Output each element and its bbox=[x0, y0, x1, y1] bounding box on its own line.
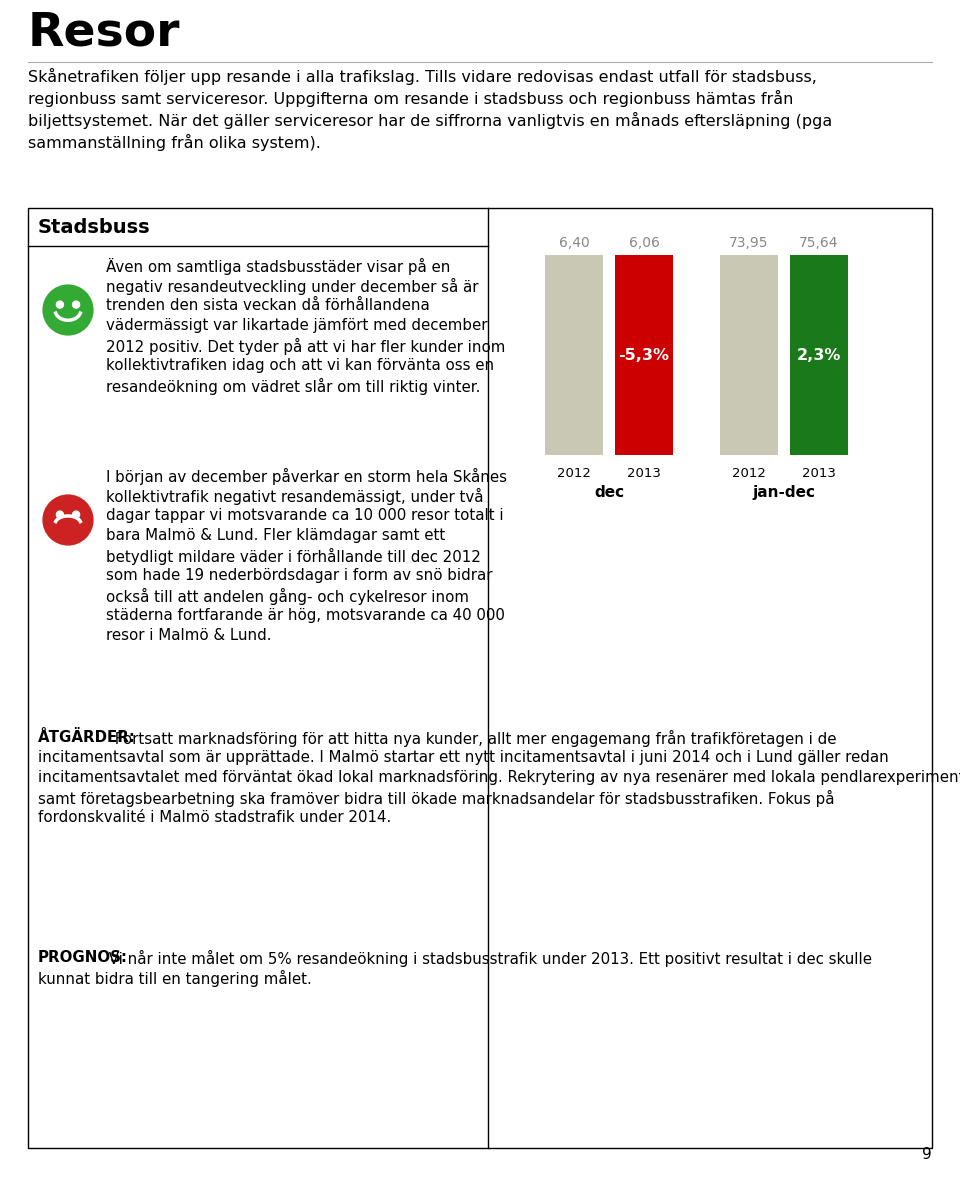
Text: som hade 19 nederbördsdagar i form av snö bidrar: som hade 19 nederbördsdagar i form av sn… bbox=[106, 568, 492, 583]
Bar bbox=[545, 255, 603, 455]
Text: 73,95: 73,95 bbox=[730, 236, 769, 250]
Bar bbox=[28, 208, 932, 1148]
Text: bara Malmö & Lund. Fler klämdagar samt ett: bara Malmö & Lund. Fler klämdagar samt e… bbox=[106, 528, 445, 543]
Bar bbox=[615, 255, 673, 455]
Text: 75,64: 75,64 bbox=[800, 236, 839, 250]
Text: negativ resandeutveckling under december så är: negativ resandeutveckling under december… bbox=[106, 278, 478, 295]
Text: 2013: 2013 bbox=[627, 466, 660, 479]
Text: jan-dec: jan-dec bbox=[753, 485, 815, 500]
Text: vädermässigt var likartade jämfört med december: vädermässigt var likartade jämfört med d… bbox=[106, 318, 488, 333]
Text: 2012 positiv. Det tyder på att vi har fler kunder inom: 2012 positiv. Det tyder på att vi har fl… bbox=[106, 338, 505, 355]
Text: också till att andelen gång- och cykelresor inom: också till att andelen gång- och cykelre… bbox=[106, 588, 469, 605]
Text: regionbuss samt serviceresor. Uppgifterna om resande i stadsbuss och regionbuss : regionbuss samt serviceresor. Uppgiftern… bbox=[28, 90, 793, 107]
Text: samt företagsbearbetning ska framöver bidra till ökade marknadsandelar för stads: samt företagsbearbetning ska framöver bi… bbox=[38, 790, 834, 807]
Text: fordonskvalité i Malmö stadstrafik under 2014.: fordonskvalité i Malmö stadstrafik under… bbox=[38, 810, 392, 826]
Text: ÅTGÄRDER:: ÅTGÄRDER: bbox=[38, 730, 135, 745]
Text: trenden den sista veckan då förhållandena: trenden den sista veckan då förhållanden… bbox=[106, 298, 430, 313]
Text: dagar tappar vi motsvarande ca 10 000 resor totalt i: dagar tappar vi motsvarande ca 10 000 re… bbox=[106, 508, 504, 523]
Text: sammanställning från olika system).: sammanställning från olika system). bbox=[28, 133, 321, 151]
Text: incitamentsavtalet med förväntat ökad lokal marknadsföring. Rekrytering av nya r: incitamentsavtalet med förväntat ökad lo… bbox=[38, 770, 960, 785]
Circle shape bbox=[73, 301, 80, 308]
Text: Skånetrafiken följer upp resande i alla trafikslag. Tills vidare redovisas endas: Skånetrafiken följer upp resande i alla … bbox=[28, 68, 817, 85]
Text: 6,40: 6,40 bbox=[559, 236, 589, 250]
Circle shape bbox=[73, 511, 80, 518]
Text: kollektivtrafik negativt resandemässigt, under två: kollektivtrafik negativt resandemässigt,… bbox=[106, 488, 484, 505]
Text: kunnat bidra till en tangering målet.: kunnat bidra till en tangering målet. bbox=[38, 970, 312, 987]
Text: städerna fortfarande är hög, motsvarande ca 40 000: städerna fortfarande är hög, motsvarande… bbox=[106, 608, 505, 624]
Text: incitamentsavtal som är upprättade. I Malmö startar ett nytt incitamentsavtal i : incitamentsavtal som är upprättade. I Ma… bbox=[38, 750, 889, 765]
Text: 2013: 2013 bbox=[802, 466, 836, 479]
Text: I början av december påverkar en storm hela Skånes: I början av december påverkar en storm h… bbox=[106, 468, 507, 485]
Text: Resor: Resor bbox=[28, 9, 180, 56]
Bar bbox=[720, 255, 778, 455]
Text: 2012: 2012 bbox=[732, 466, 766, 479]
Text: Även om samtliga stadsbusstäder visar på en: Även om samtliga stadsbusstäder visar på… bbox=[106, 257, 450, 275]
Text: Stadsbuss: Stadsbuss bbox=[38, 218, 151, 237]
Text: resor i Malmö & Lund.: resor i Malmö & Lund. bbox=[106, 628, 272, 642]
Text: PROGNOS:: PROGNOS: bbox=[38, 950, 128, 965]
Circle shape bbox=[57, 301, 63, 308]
Text: 2012: 2012 bbox=[557, 466, 591, 479]
Text: Fortsatt marknadsföring för att hitta nya kunder, allt mer engagemang från trafi: Fortsatt marknadsföring för att hitta ny… bbox=[110, 730, 836, 748]
Text: resandeökning om vädret slår om till riktig vinter.: resandeökning om vädret slår om till rik… bbox=[106, 378, 480, 394]
Text: biljettsystemet. När det gäller serviceresor har de siffrorna vanligtvis en måna: biljettsystemet. När det gäller servicer… bbox=[28, 112, 832, 129]
Bar bbox=[790, 255, 848, 455]
Text: dec: dec bbox=[594, 485, 624, 500]
Text: 2,3%: 2,3% bbox=[797, 347, 841, 363]
Text: 9: 9 bbox=[923, 1147, 932, 1162]
Circle shape bbox=[41, 492, 95, 547]
Circle shape bbox=[41, 283, 95, 337]
Text: Vi når inte målet om 5% resandeökning i stadsbusstrafik under 2013. Ett positivt: Vi når inte målet om 5% resandeökning i … bbox=[104, 950, 872, 967]
Text: betydligt mildare väder i förhållande till dec 2012: betydligt mildare väder i förhållande ti… bbox=[106, 548, 481, 565]
Text: 6,06: 6,06 bbox=[629, 236, 660, 250]
Circle shape bbox=[57, 511, 63, 518]
Text: kollektivtrafiken idag och att vi kan förvänta oss en: kollektivtrafiken idag och att vi kan fö… bbox=[106, 358, 494, 373]
Text: -5,3%: -5,3% bbox=[618, 347, 669, 363]
